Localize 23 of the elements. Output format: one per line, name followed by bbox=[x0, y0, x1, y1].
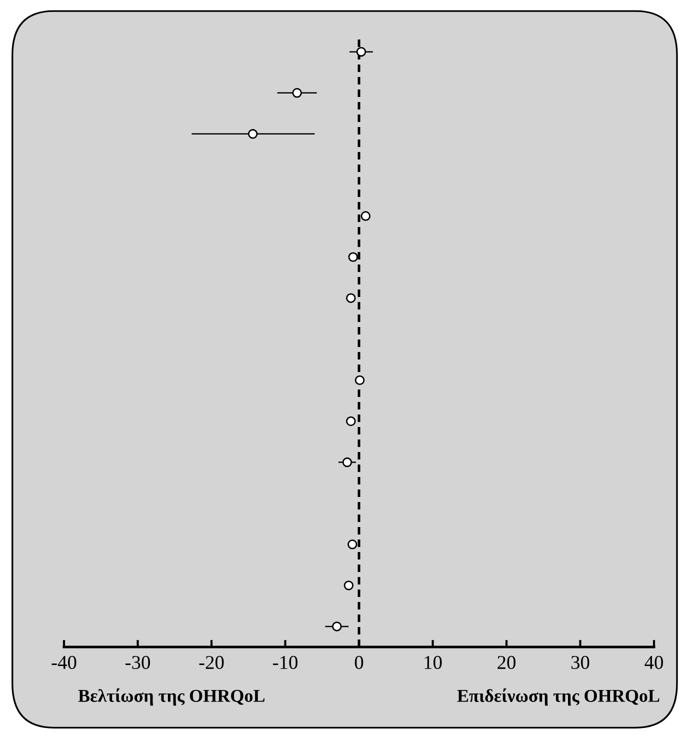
point bbox=[348, 540, 358, 550]
x-tick-label: 0 bbox=[354, 656, 364, 670]
x-tick-label: 30 bbox=[571, 656, 590, 670]
point bbox=[356, 46, 366, 57]
point bbox=[346, 416, 356, 426]
point bbox=[348, 252, 358, 262]
x-tick-label: -20 bbox=[199, 656, 224, 670]
x-tick-label: 40 bbox=[644, 656, 663, 670]
point bbox=[292, 88, 302, 98]
x-tick-label: -40 bbox=[52, 656, 76, 670]
point bbox=[346, 293, 356, 303]
point bbox=[342, 457, 352, 468]
x-tick-label: 20 bbox=[498, 656, 516, 670]
point bbox=[360, 211, 370, 221]
point bbox=[332, 622, 342, 632]
point bbox=[354, 375, 365, 386]
point bbox=[344, 580, 354, 590]
x-tick-label: 10 bbox=[424, 656, 442, 670]
x-tick-label: -30 bbox=[126, 656, 150, 670]
point bbox=[248, 129, 258, 139]
x-tick-label: -10 bbox=[273, 656, 298, 670]
text: Επιδείνωση της OHRQoL bbox=[457, 688, 660, 706]
text: Βελτίωση της OHRQoL bbox=[78, 688, 265, 706]
